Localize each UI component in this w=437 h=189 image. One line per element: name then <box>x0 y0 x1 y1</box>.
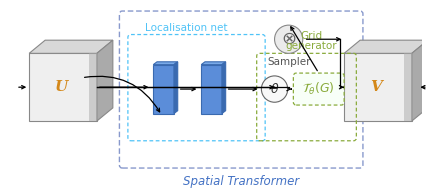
Polygon shape <box>222 62 225 114</box>
Polygon shape <box>344 53 412 121</box>
Text: Sampler: Sampler <box>267 57 310 67</box>
Polygon shape <box>97 40 113 121</box>
Text: $\theta$: $\theta$ <box>270 82 279 96</box>
FancyBboxPatch shape <box>293 73 344 105</box>
Polygon shape <box>344 40 428 53</box>
Polygon shape <box>153 62 178 65</box>
Text: V: V <box>370 80 382 94</box>
Polygon shape <box>174 62 178 114</box>
Polygon shape <box>412 40 428 121</box>
Circle shape <box>274 25 303 53</box>
Polygon shape <box>29 53 97 121</box>
Polygon shape <box>404 53 412 121</box>
Text: Grid
generator: Grid generator <box>285 31 337 51</box>
Text: Localisation net: Localisation net <box>145 23 227 33</box>
Circle shape <box>261 76 288 102</box>
Polygon shape <box>89 53 97 121</box>
Text: Spatial Transformer: Spatial Transformer <box>183 175 299 188</box>
Polygon shape <box>29 40 113 53</box>
Text: $\otimes$: $\otimes$ <box>281 30 296 48</box>
Polygon shape <box>201 65 222 114</box>
Text: U: U <box>55 80 68 94</box>
Polygon shape <box>201 62 225 65</box>
Text: $\mathcal{T}_{\theta}(G)$: $\mathcal{T}_{\theta}(G)$ <box>302 81 335 97</box>
Polygon shape <box>153 65 174 114</box>
